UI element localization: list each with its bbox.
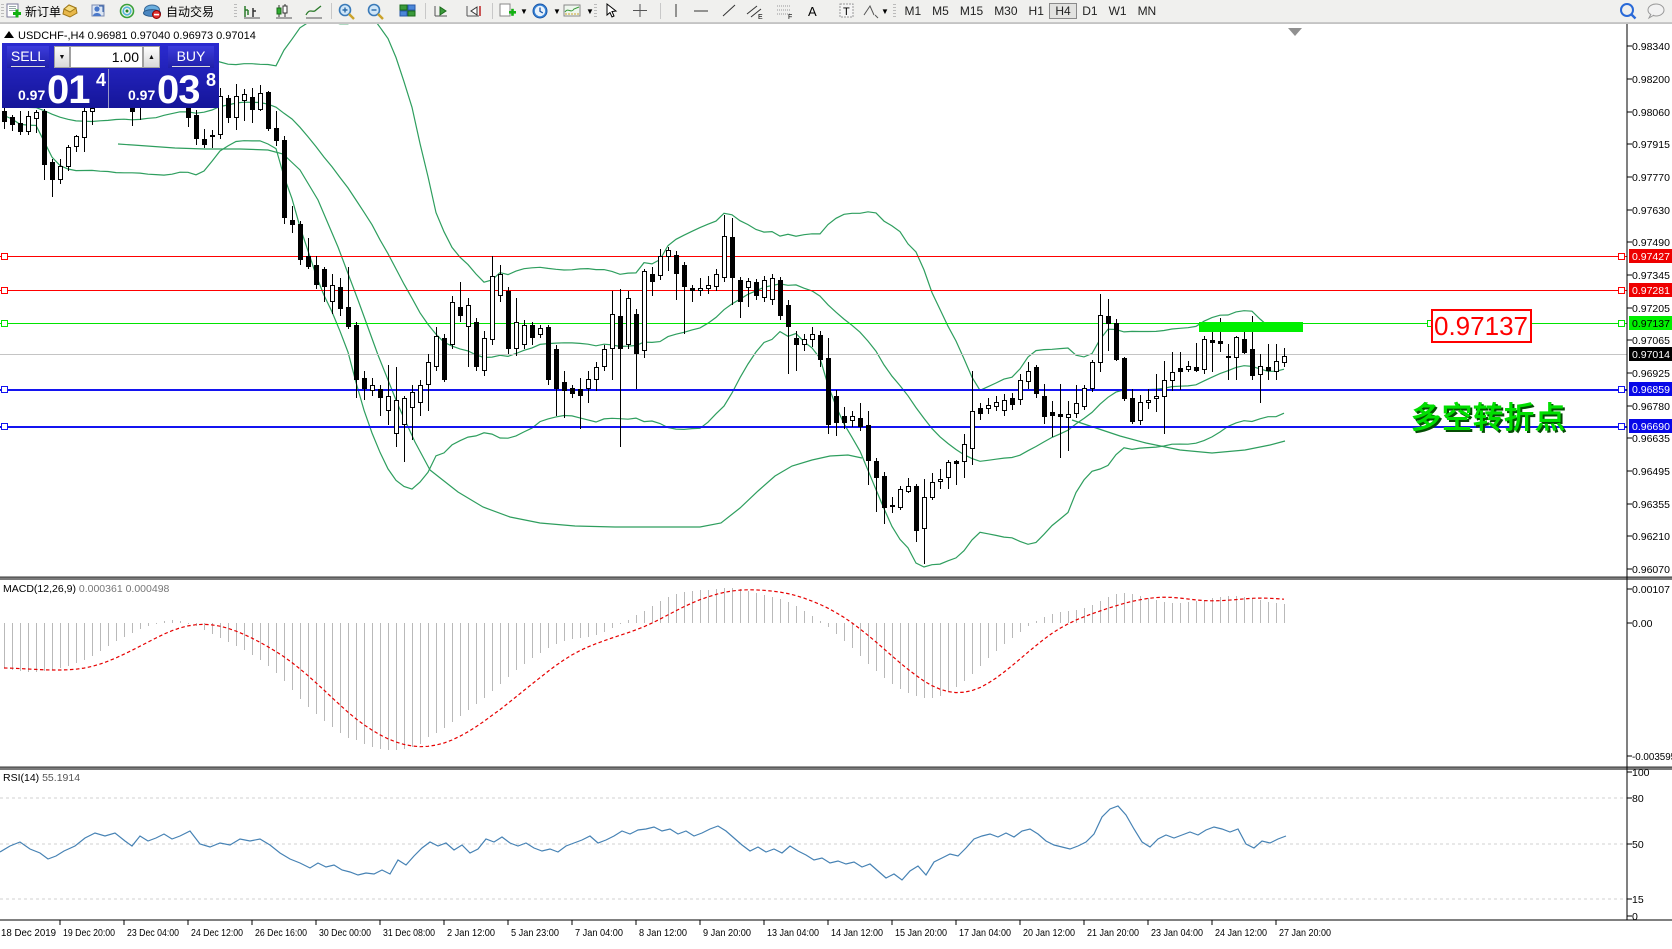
- svg-text:20 Jan 12:00: 20 Jan 12:00: [1023, 927, 1075, 939]
- svg-text:5 Jan 23:00: 5 Jan 23:00: [511, 927, 559, 939]
- svg-text:0.97014: 0.97014: [1632, 349, 1670, 361]
- svg-text:F: F: [788, 14, 792, 20]
- svg-text:19 Dec 20:00: 19 Dec 20:00: [63, 927, 115, 939]
- svg-text:15 Jan 20:00: 15 Jan 20:00: [895, 927, 947, 939]
- svg-text:0.00107: 0.00107: [1632, 584, 1670, 596]
- svg-text:27 Jan 20:00: 27 Jan 20:00: [1279, 927, 1331, 939]
- svg-text:0.00: 0.00: [1632, 618, 1653, 630]
- svg-text:50: 50: [1632, 839, 1644, 851]
- svg-text:0.97630: 0.97630: [1632, 205, 1670, 217]
- svg-text:0.96070: 0.96070: [1632, 564, 1670, 576]
- svg-text:13 Jan 04:00: 13 Jan 04:00: [767, 927, 819, 939]
- svg-text:0.96690: 0.96690: [1632, 421, 1670, 433]
- svg-text:0.97205: 0.97205: [1632, 303, 1670, 315]
- svg-text:0.96859: 0.96859: [1632, 384, 1670, 396]
- svg-text:0.97915: 0.97915: [1632, 139, 1670, 151]
- svg-text:0.97490: 0.97490: [1632, 237, 1670, 249]
- svg-text:0.96925: 0.96925: [1632, 368, 1670, 380]
- svg-text:8 Jan 12:00: 8 Jan 12:00: [639, 927, 687, 939]
- svg-text:0: 0: [1632, 911, 1638, 923]
- svg-text:2 Jan 12:00: 2 Jan 12:00: [447, 927, 495, 939]
- svg-text:31 Dec 08:00: 31 Dec 08:00: [383, 927, 435, 939]
- svg-text:26 Dec 16:00: 26 Dec 16:00: [255, 927, 307, 939]
- svg-text:30 Dec 00:00: 30 Dec 00:00: [319, 927, 371, 939]
- svg-text:0.96780: 0.96780: [1632, 401, 1670, 413]
- svg-text:23 Dec 04:00: 23 Dec 04:00: [127, 927, 179, 939]
- svg-text:0.97065: 0.97065: [1632, 335, 1670, 347]
- svg-text:0.96210: 0.96210: [1632, 531, 1670, 543]
- svg-text:14 Jan 12:00: 14 Jan 12:00: [831, 927, 883, 939]
- svg-text:MACD(12,26,9) 0.000361 0.00049: MACD(12,26,9) 0.000361 0.000498: [3, 583, 170, 595]
- svg-text:15: 15: [1632, 894, 1644, 906]
- svg-text:0.96495: 0.96495: [1632, 466, 1670, 478]
- svg-text:-0.003595: -0.003595: [1632, 752, 1672, 763]
- svg-text:0.97137: 0.97137: [1632, 318, 1670, 330]
- svg-text:21 Jan 20:00: 21 Jan 20:00: [1087, 927, 1139, 939]
- svg-text:0.98340: 0.98340: [1632, 41, 1670, 53]
- svg-text:RSI(14) 55.1914: RSI(14) 55.1914: [3, 772, 80, 784]
- svg-text:18 Dec 2019: 18 Dec 2019: [1, 927, 56, 939]
- svg-text:80: 80: [1632, 793, 1644, 805]
- svg-text:0.96635: 0.96635: [1632, 433, 1670, 445]
- svg-text:17 Jan 04:00: 17 Jan 04:00: [959, 927, 1011, 939]
- svg-text:100: 100: [1632, 767, 1650, 779]
- svg-text:0.98060: 0.98060: [1632, 107, 1670, 119]
- svg-text:7 Jan 04:00: 7 Jan 04:00: [575, 927, 623, 939]
- svg-text:0.97345: 0.97345: [1632, 270, 1670, 282]
- svg-text:T: T: [843, 6, 850, 18]
- svg-text:0.96355: 0.96355: [1632, 499, 1670, 511]
- svg-text:0.97281: 0.97281: [1632, 285, 1670, 297]
- svg-text:0.98200: 0.98200: [1632, 74, 1670, 86]
- svg-text:24 Dec 12:00: 24 Dec 12:00: [191, 927, 243, 939]
- svg-text:0.97427: 0.97427: [1632, 251, 1670, 263]
- svg-text:9 Jan 20:00: 9 Jan 20:00: [703, 927, 751, 939]
- svg-text:0.97137: 0.97137: [1434, 311, 1528, 341]
- svg-text:23 Jan 04:00: 23 Jan 04:00: [1151, 927, 1203, 939]
- svg-text:0.97770: 0.97770: [1632, 172, 1670, 184]
- svg-text:24 Jan 12:00: 24 Jan 12:00: [1215, 927, 1267, 939]
- svg-text:E: E: [758, 14, 763, 20]
- svg-text:USDCHF-,H4 0.96981 0.97040 0.: USDCHF-,H4 0.96981 0.97040 0.96973 0.970…: [18, 30, 256, 42]
